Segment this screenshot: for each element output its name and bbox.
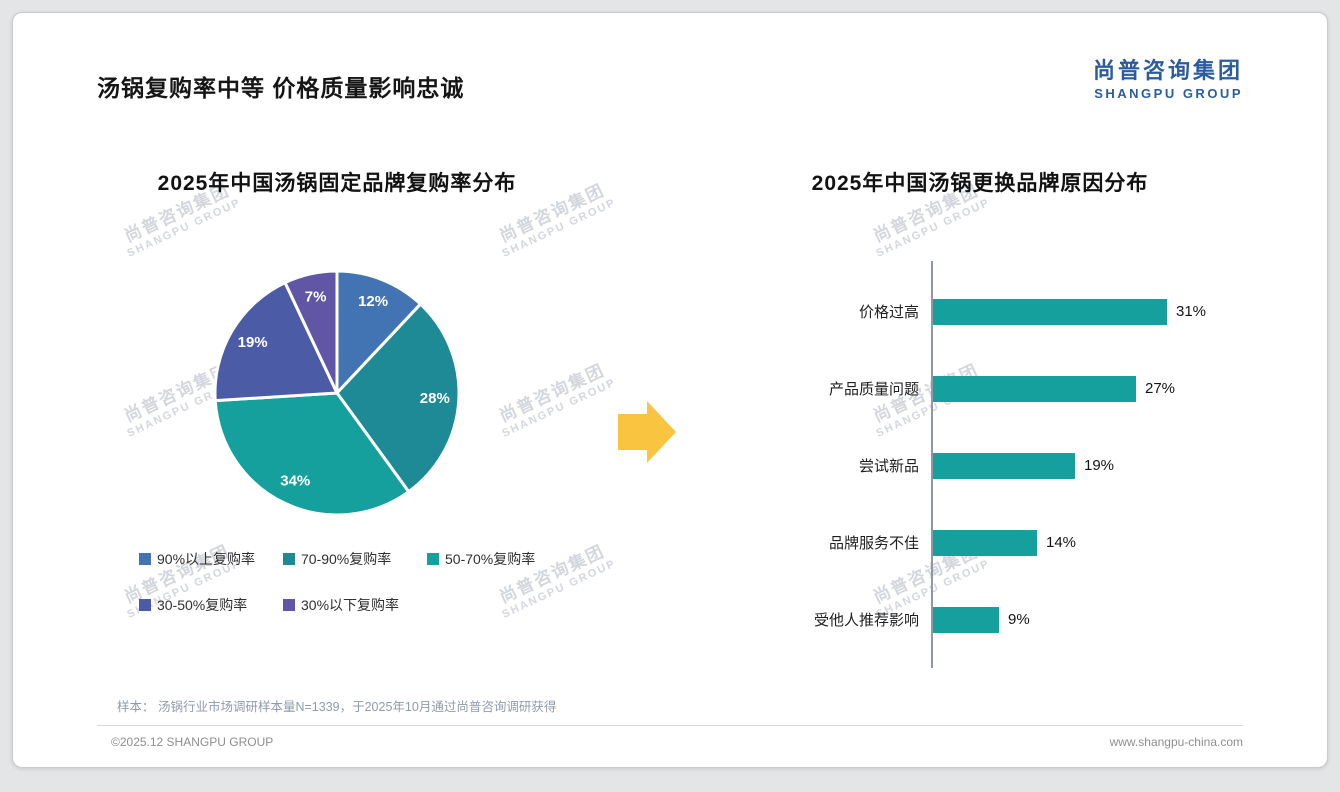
pie-slice <box>213 391 411 517</box>
bar-category-label: 价格过高 <box>858 304 919 321</box>
sample-note: 样本： 汤锅行业市场调研样本量N=1339，于2025年10月通过尚普咨询调研获… <box>117 700 557 714</box>
bar-value-label: 19% <box>1084 457 1115 474</box>
pie-slice-label: 7% <box>305 288 327 305</box>
pie-slice-label: 12% <box>358 293 388 310</box>
pie-chart-title: 2025年中国汤锅固定品牌复购率分布 <box>157 172 517 195</box>
copyright: ©2025.12 SHANGPU GROUP <box>111 735 274 749</box>
legend-label: 30-50%复购率 <box>157 597 248 613</box>
bar-value-label: 31% <box>1176 303 1207 320</box>
bar <box>931 529 1037 556</box>
legend-item: 70-90%复购率 <box>283 549 413 569</box>
slide-card: 尚普咨询集团 SHANGPU GROUP 尚普咨询集团 SHANGPU GROUP 尚普… <box>12 12 1328 768</box>
legend-label: 90%以上复购率 <box>157 551 256 567</box>
footer-bottom-row: ©2025.12 SHANGPU GROUP www.shangpu-china… <box>97 726 1243 749</box>
bar-category-label: 产品质量问题 <box>828 381 919 398</box>
legend-item: 90%以上复购率 <box>139 549 269 569</box>
bar-chart-axis <box>931 261 933 668</box>
pie-slice <box>335 302 461 494</box>
bar-value-label: 9% <box>1008 611 1030 628</box>
pie-chart: 12% 28% 34% 19% 7% <box>213 269 461 517</box>
legend-item: 30-50%复购率 <box>139 595 269 615</box>
legend-item: 30%以下复购率 <box>283 595 413 615</box>
bar-value-label: 14% <box>1046 534 1077 551</box>
footer: 样本： 汤锅行业市场调研样本量N=1339，于2025年10月通过尚普咨询调研获… <box>13 696 1327 767</box>
bar-row: 尝试新品 19% <box>717 427 1243 504</box>
arrow-container <box>577 401 717 463</box>
pie-slice <box>283 269 339 395</box>
bar-category-label: 尝试新品 <box>858 458 919 475</box>
bar-category-label: 品牌服务不佳 <box>828 535 919 552</box>
pie-legend: 90%以上复购率 70-90%复购率 50-70%复购率 30-50%复购率 30%以下… <box>139 549 575 615</box>
pie-slice-label: 28% <box>420 390 450 407</box>
pie-chart-section: 2025年中国汤锅固定品牌复购率分布 12% 28% 34% 19% 7% 90%以上复… <box>97 167 577 615</box>
bar-row: 受他人推荐影响 9% <box>717 581 1243 658</box>
bar-category-label: 受他人推荐影响 <box>813 612 919 629</box>
bar-chart-title: 2025年中国汤锅更换品牌原因分布 <box>811 172 1149 195</box>
logo-chinese-name: 尚普咨询集团 <box>1092 58 1243 83</box>
legend-label: 70-90%复购率 <box>301 551 392 567</box>
pie-slice-label: 19% <box>238 334 268 351</box>
logo-english-name: SHANGPU GROUP <box>1094 86 1243 101</box>
legend-swatch-icon <box>139 599 151 611</box>
bar-value-label: 27% <box>1145 380 1176 397</box>
content: 2025年中国汤锅固定品牌复购率分布 12% 28% 34% 19% 7% 90%以上复… <box>13 167 1327 668</box>
bar-chart: 价格过高 31% 产品质量问题 27% 尝试新品 19% 品牌服务不佳 14% 受他人推荐影响 9… <box>717 261 1243 668</box>
legend-swatch-icon <box>283 599 295 611</box>
bar-chart-section: 2025年中国汤锅更换品牌原因分布 价格过高 31% 产品质量问题 27% 尝试新品 19… <box>717 167 1243 668</box>
bar-row: 产品质量问题 27% <box>717 350 1243 427</box>
legend-label: 50-70%复购率 <box>445 551 536 567</box>
header: 汤锅复购率中等 价格质量影响忠诚 尚普咨询集团 SHANGPU GROUP <box>13 13 1327 103</box>
arrow-right-icon <box>618 401 676 463</box>
website-url: www.shangpu-china.com <box>1109 735 1243 749</box>
bar <box>931 375 1136 402</box>
legend-label: 30%以下复购率 <box>301 597 400 613</box>
bar <box>931 298 1167 325</box>
footer-divider <box>97 725 1243 726</box>
pie-slice <box>213 281 339 403</box>
page-title: 汤锅复购率中等 价格质量影响忠诚 <box>97 75 465 101</box>
bar <box>931 606 999 633</box>
bar-rows: 价格过高 31% 产品质量问题 27% 尝试新品 19% 品牌服务不佳 14% 受他人推荐影响 9… <box>717 273 1243 658</box>
pie-slice-label: 34% <box>280 473 310 490</box>
pie-slice <box>335 269 423 395</box>
legend-swatch-icon <box>427 553 439 565</box>
legend-item: 50-70%复购率 <box>427 549 557 569</box>
company-logo: 尚普咨询集团 SHANGPU GROUP <box>1093 53 1243 101</box>
legend-swatch-icon <box>139 553 151 565</box>
bar-row: 价格过高 31% <box>717 273 1243 350</box>
bar <box>931 452 1075 479</box>
legend-swatch-icon <box>283 553 295 565</box>
bar-row: 品牌服务不佳 14% <box>717 504 1243 581</box>
